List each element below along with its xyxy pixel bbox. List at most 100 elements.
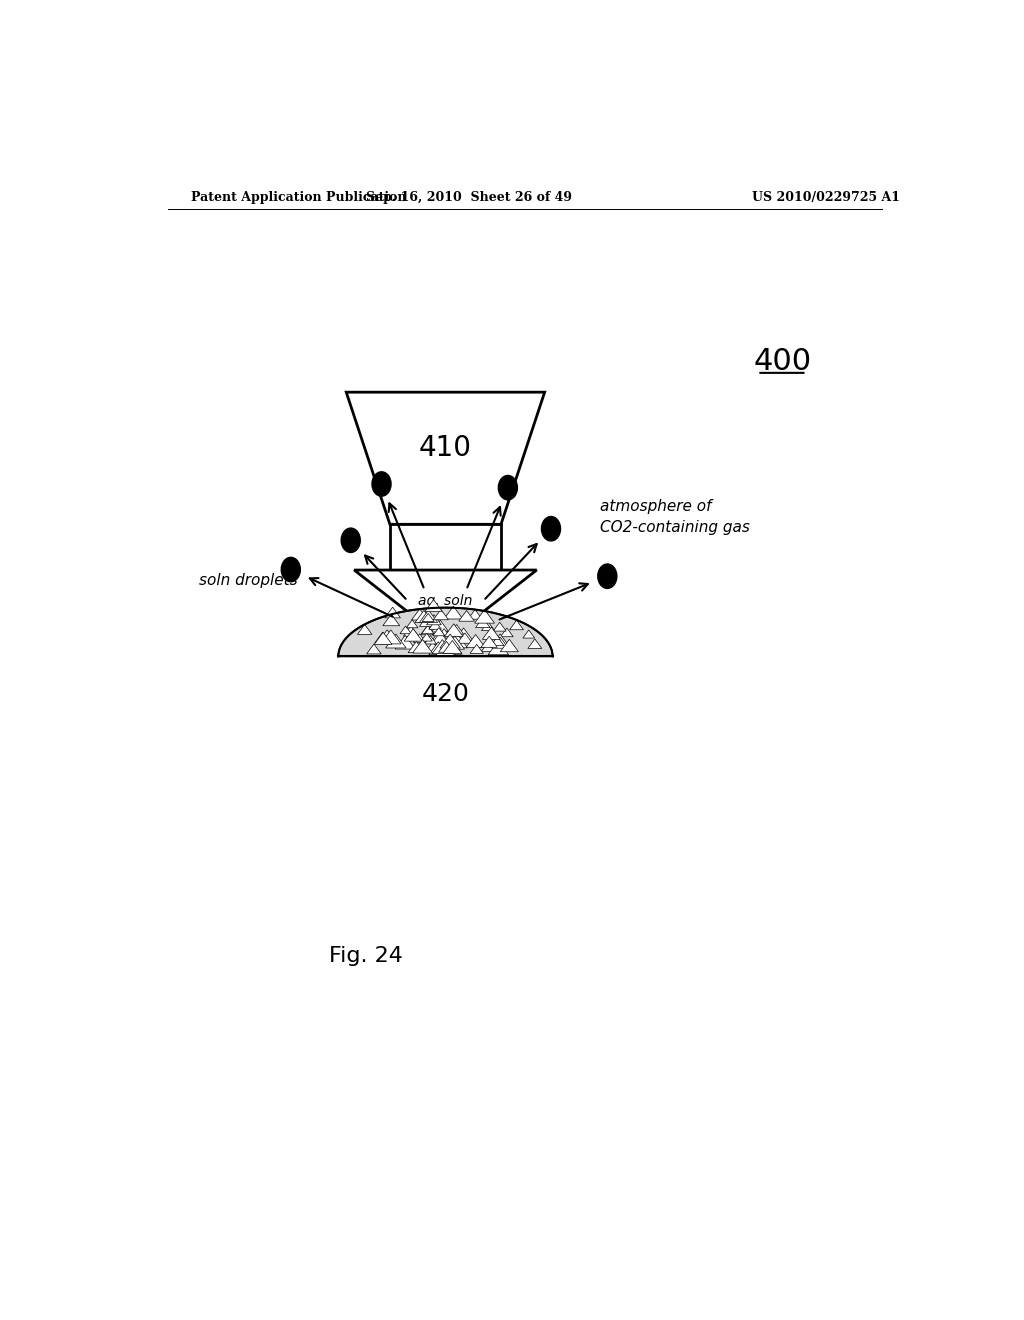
Polygon shape — [383, 614, 399, 626]
Text: 410: 410 — [419, 434, 472, 462]
Polygon shape — [421, 634, 432, 642]
Text: US 2010/0229725 A1: US 2010/0229725 A1 — [753, 190, 900, 203]
Polygon shape — [346, 392, 545, 524]
Text: 400: 400 — [754, 347, 812, 376]
Polygon shape — [468, 610, 482, 619]
Polygon shape — [422, 614, 434, 622]
Polygon shape — [425, 599, 442, 611]
Polygon shape — [481, 642, 497, 652]
Polygon shape — [440, 644, 456, 655]
Circle shape — [542, 516, 560, 541]
Polygon shape — [433, 642, 452, 655]
Polygon shape — [444, 606, 463, 619]
Polygon shape — [474, 610, 495, 623]
Polygon shape — [435, 628, 453, 640]
Text: aq. soln: aq. soln — [418, 594, 473, 607]
Polygon shape — [444, 630, 463, 643]
Polygon shape — [357, 624, 372, 635]
Polygon shape — [409, 642, 425, 652]
Polygon shape — [374, 632, 392, 644]
Polygon shape — [523, 630, 535, 638]
Polygon shape — [421, 627, 433, 635]
Polygon shape — [429, 642, 447, 655]
Polygon shape — [381, 632, 392, 640]
Polygon shape — [501, 628, 513, 636]
Polygon shape — [443, 640, 457, 649]
Polygon shape — [432, 620, 449, 632]
Polygon shape — [412, 609, 428, 620]
Polygon shape — [424, 636, 436, 644]
Circle shape — [282, 557, 300, 582]
Polygon shape — [490, 634, 510, 647]
Polygon shape — [407, 620, 418, 628]
Text: 420: 420 — [422, 682, 469, 706]
Polygon shape — [414, 634, 426, 643]
Text: Sep. 16, 2010  Sheet 26 of 49: Sep. 16, 2010 Sheet 26 of 49 — [367, 190, 572, 203]
Polygon shape — [444, 624, 463, 636]
Polygon shape — [490, 636, 504, 645]
Polygon shape — [440, 644, 454, 653]
Polygon shape — [390, 524, 501, 570]
Polygon shape — [420, 610, 437, 623]
Circle shape — [372, 471, 391, 496]
Polygon shape — [440, 634, 461, 648]
Polygon shape — [433, 627, 444, 636]
Polygon shape — [481, 622, 495, 631]
Text: soln droplets: soln droplets — [200, 573, 298, 587]
Polygon shape — [442, 640, 458, 651]
Polygon shape — [427, 615, 441, 624]
Polygon shape — [338, 607, 553, 656]
Polygon shape — [510, 620, 523, 630]
Polygon shape — [481, 636, 498, 647]
Polygon shape — [458, 634, 472, 643]
Polygon shape — [433, 610, 449, 620]
Polygon shape — [379, 630, 395, 642]
Polygon shape — [422, 626, 434, 634]
Polygon shape — [494, 622, 506, 631]
Polygon shape — [430, 642, 443, 651]
Polygon shape — [381, 630, 401, 644]
Polygon shape — [443, 640, 462, 653]
Polygon shape — [475, 618, 490, 627]
Polygon shape — [438, 642, 455, 652]
Text: atmosphere of
CO2-containing gas: atmosphere of CO2-containing gas — [600, 499, 750, 535]
Polygon shape — [431, 632, 450, 644]
Polygon shape — [420, 615, 436, 627]
Polygon shape — [354, 570, 537, 642]
Polygon shape — [470, 644, 483, 653]
Polygon shape — [385, 607, 400, 618]
Polygon shape — [400, 626, 412, 634]
Circle shape — [598, 564, 616, 589]
Polygon shape — [432, 640, 453, 653]
Polygon shape — [492, 636, 509, 648]
Polygon shape — [482, 627, 501, 639]
Polygon shape — [501, 639, 518, 652]
Polygon shape — [404, 628, 422, 642]
Polygon shape — [375, 632, 390, 643]
Text: Patent Application Publication: Patent Application Publication — [191, 190, 407, 203]
Circle shape — [341, 528, 360, 553]
Polygon shape — [527, 639, 542, 648]
Polygon shape — [426, 642, 439, 651]
Polygon shape — [488, 640, 509, 655]
Polygon shape — [459, 610, 474, 622]
Polygon shape — [429, 620, 441, 630]
Polygon shape — [403, 626, 419, 636]
Polygon shape — [413, 639, 432, 653]
Polygon shape — [386, 634, 407, 648]
Polygon shape — [450, 624, 464, 634]
Polygon shape — [445, 636, 465, 649]
Polygon shape — [455, 628, 473, 640]
Polygon shape — [435, 643, 456, 656]
Polygon shape — [432, 630, 449, 642]
Polygon shape — [415, 610, 433, 623]
Polygon shape — [395, 635, 416, 649]
Polygon shape — [436, 631, 457, 645]
Polygon shape — [451, 636, 468, 648]
Polygon shape — [449, 644, 462, 655]
Circle shape — [499, 475, 517, 500]
Polygon shape — [367, 644, 381, 653]
Polygon shape — [439, 642, 455, 652]
Polygon shape — [466, 635, 485, 647]
Text: Fig. 24: Fig. 24 — [329, 946, 403, 966]
